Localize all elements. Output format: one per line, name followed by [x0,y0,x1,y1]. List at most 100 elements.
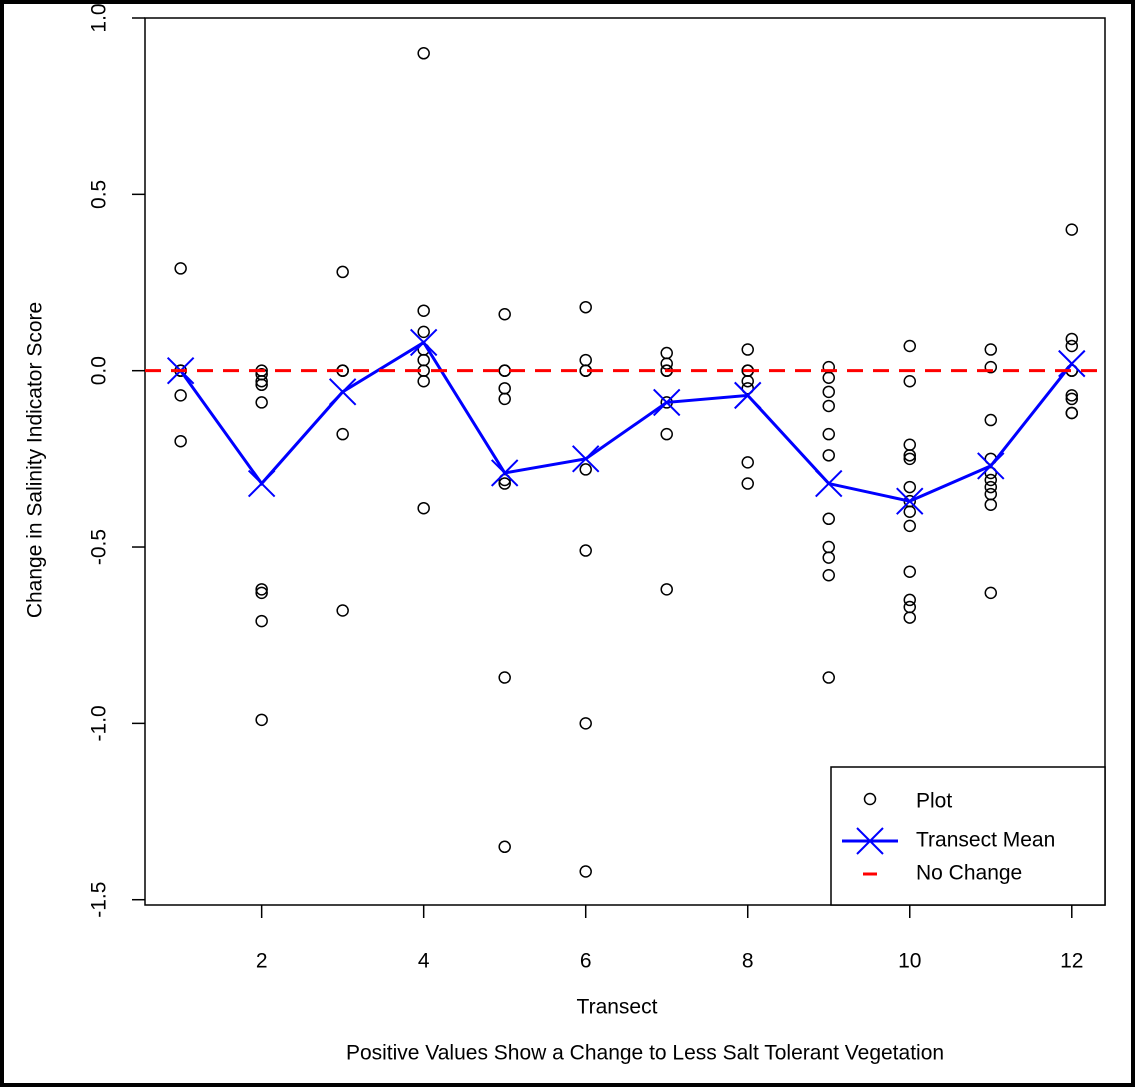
plot-point [984,413,998,427]
plot-point [579,865,592,878]
plot-point [1065,392,1079,406]
plot-point [255,586,268,600]
x-tick-label: 2 [256,950,268,973]
mean-line [179,340,1073,503]
plot-point [903,519,917,533]
plot-box [144,17,1106,906]
legend-symbol [863,792,877,806]
plot-point [903,505,917,519]
plot-point [822,385,835,399]
plot-point [741,382,754,395]
legend-label: Plot [916,790,952,813]
mean-marker [896,487,924,515]
plot-point [741,456,754,469]
plot-point [903,611,917,624]
plot-point [579,353,592,367]
plot-point [984,498,998,511]
plot-point [417,47,430,60]
plot-point [903,600,917,614]
plot-point [498,473,511,487]
mean-marker [734,381,762,410]
legend-box [830,766,1106,906]
mean-marker [409,328,438,357]
plot-point [498,671,511,684]
plot-point [822,512,835,526]
plot-point [741,477,754,490]
plot-point [903,449,917,462]
plot-point [1065,339,1079,353]
plot-point [579,717,592,730]
mean-marker [328,378,357,406]
plot-point [417,353,430,367]
y-axis-title: Change in Salinity Indicator Score [24,302,47,618]
mean-marker [653,388,681,417]
mean-marker [815,469,843,498]
plot-point [660,427,673,441]
plot-point [660,346,673,360]
plot-point [822,399,835,413]
plot-point [903,593,917,607]
plot-point [822,449,835,462]
plot-point [498,840,511,854]
plot-point [660,583,673,596]
plot-point [984,473,998,487]
plot-point [498,382,511,395]
plot-point [336,265,349,279]
plot-point [984,487,998,501]
legend-symbol [856,827,884,855]
plot-point [498,392,511,406]
y-tick-label: 0.5 [88,180,111,209]
x-tick-label: 12 [1060,950,1083,973]
plot-point [498,364,511,377]
y-tick-label: 0.0 [88,356,111,385]
y-tick-label: -1.0 [88,705,111,741]
plot-point [255,713,268,727]
plot-point [822,371,835,384]
plot-point [822,540,835,554]
plot-point [903,480,917,494]
legend-label: No Change [916,862,1022,885]
plot-point [984,586,998,600]
plot-point [417,501,430,515]
plot-point [984,480,998,494]
plot-point [255,614,268,628]
y-tick-label: 1.0 [88,3,111,32]
plot-point [903,565,917,578]
plot-point [174,262,187,275]
plot-point [984,343,998,356]
y-tick-label: -0.5 [88,529,111,565]
plot-point [579,300,592,314]
plot-point [1065,223,1079,236]
x-tick-label: 6 [580,950,592,973]
plot-point [822,427,835,441]
plot-point [579,463,592,476]
plot-point [417,304,430,317]
plot-point [741,343,754,356]
plot-point [1065,389,1079,402]
legend-label: Transect Mean [916,829,1055,852]
plot-point [903,339,917,353]
plot-point [417,325,430,339]
mean-marker [977,452,1005,480]
plot-point [903,438,917,451]
plot-point [579,544,592,557]
plot-point [336,427,349,441]
x-tick-label: 4 [418,950,430,973]
plot-point [255,378,268,392]
mean-marker [572,445,600,473]
y-tick-label: -1.5 [88,882,111,918]
plot-point [822,671,835,684]
plot-point [498,308,511,321]
x-axis-title: Transect [577,996,658,1019]
plot-point [1065,332,1079,346]
plot-point [903,375,917,388]
plot-point [822,551,835,564]
subtitle: Positive Values Show a Change to Less Sa… [346,1042,944,1065]
x-tick-label: 10 [898,950,921,973]
plot-point [174,434,187,448]
plot-point [417,375,430,388]
mean-marker [490,459,519,487]
plot-point [741,375,754,388]
